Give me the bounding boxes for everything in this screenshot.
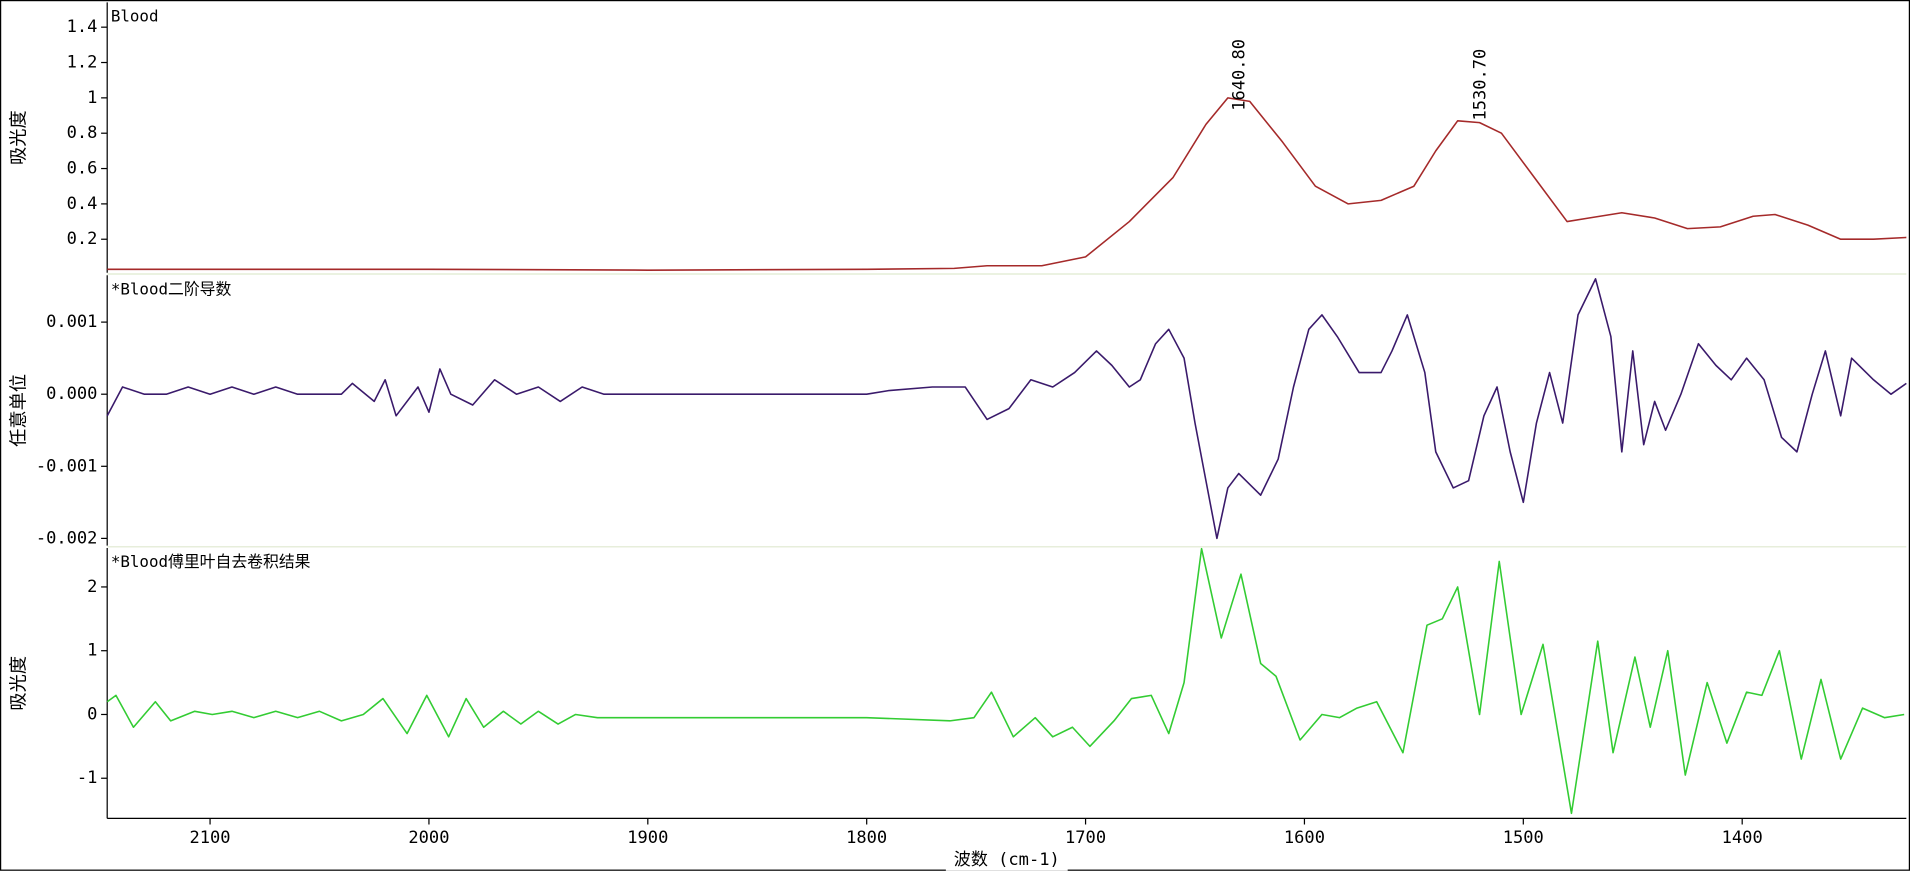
x-tick-label: 1900 bbox=[627, 828, 668, 848]
data-line bbox=[106, 278, 1907, 540]
y-tick-label: 0.000 bbox=[46, 384, 97, 404]
x-tick-label: 2000 bbox=[408, 828, 449, 848]
y-tick-label: 0.2 bbox=[67, 229, 98, 249]
y-tick-label: -1 bbox=[77, 768, 98, 788]
data-line bbox=[107, 97, 1907, 271]
y-axis-label: 任意单位 bbox=[8, 374, 29, 447]
x-axis-label: 波数 (cm-1) bbox=[954, 850, 1060, 870]
x-label-bg bbox=[945, 848, 1068, 871]
y-tick-label: -0.001 bbox=[36, 456, 98, 476]
x-tick-label: 1700 bbox=[1065, 828, 1106, 848]
peak-annotation: 1640.80 bbox=[1230, 39, 1250, 111]
y-tick-label: -0.002 bbox=[36, 528, 98, 548]
x-tick-label: 1400 bbox=[1722, 828, 1763, 848]
y-tick-label: 0 bbox=[87, 704, 97, 724]
y-tick-label: 2 bbox=[87, 577, 97, 597]
panel-title: *Blood傅里叶自去卷积结果 bbox=[111, 552, 311, 571]
y-tick-label: 0.8 bbox=[67, 123, 98, 143]
data-line bbox=[106, 547, 1905, 815]
y-tick-label: 0.001 bbox=[46, 312, 97, 332]
y-tick-label: 1 bbox=[87, 641, 97, 661]
y-tick-label: 0.4 bbox=[67, 194, 98, 214]
x-tick-label: 1600 bbox=[1284, 828, 1325, 848]
x-tick-label: 1800 bbox=[846, 828, 887, 848]
y-tick-label: 1.2 bbox=[67, 53, 98, 73]
x-tick-label: 2100 bbox=[190, 828, 231, 848]
y-tick-label: 0.6 bbox=[67, 159, 98, 179]
panel-title: *Blood二阶导数 bbox=[111, 279, 232, 298]
y-tick-label: 1.4 bbox=[67, 17, 98, 37]
y-axis-label: 吸光度 bbox=[8, 110, 29, 165]
x-tick-label: 1500 bbox=[1503, 828, 1544, 848]
y-axis-label: 吸光度 bbox=[8, 656, 29, 711]
peak-annotation: 1530.70 bbox=[1470, 49, 1490, 121]
panel-title: Blood bbox=[111, 7, 159, 26]
y-tick-label: 1 bbox=[87, 88, 97, 108]
